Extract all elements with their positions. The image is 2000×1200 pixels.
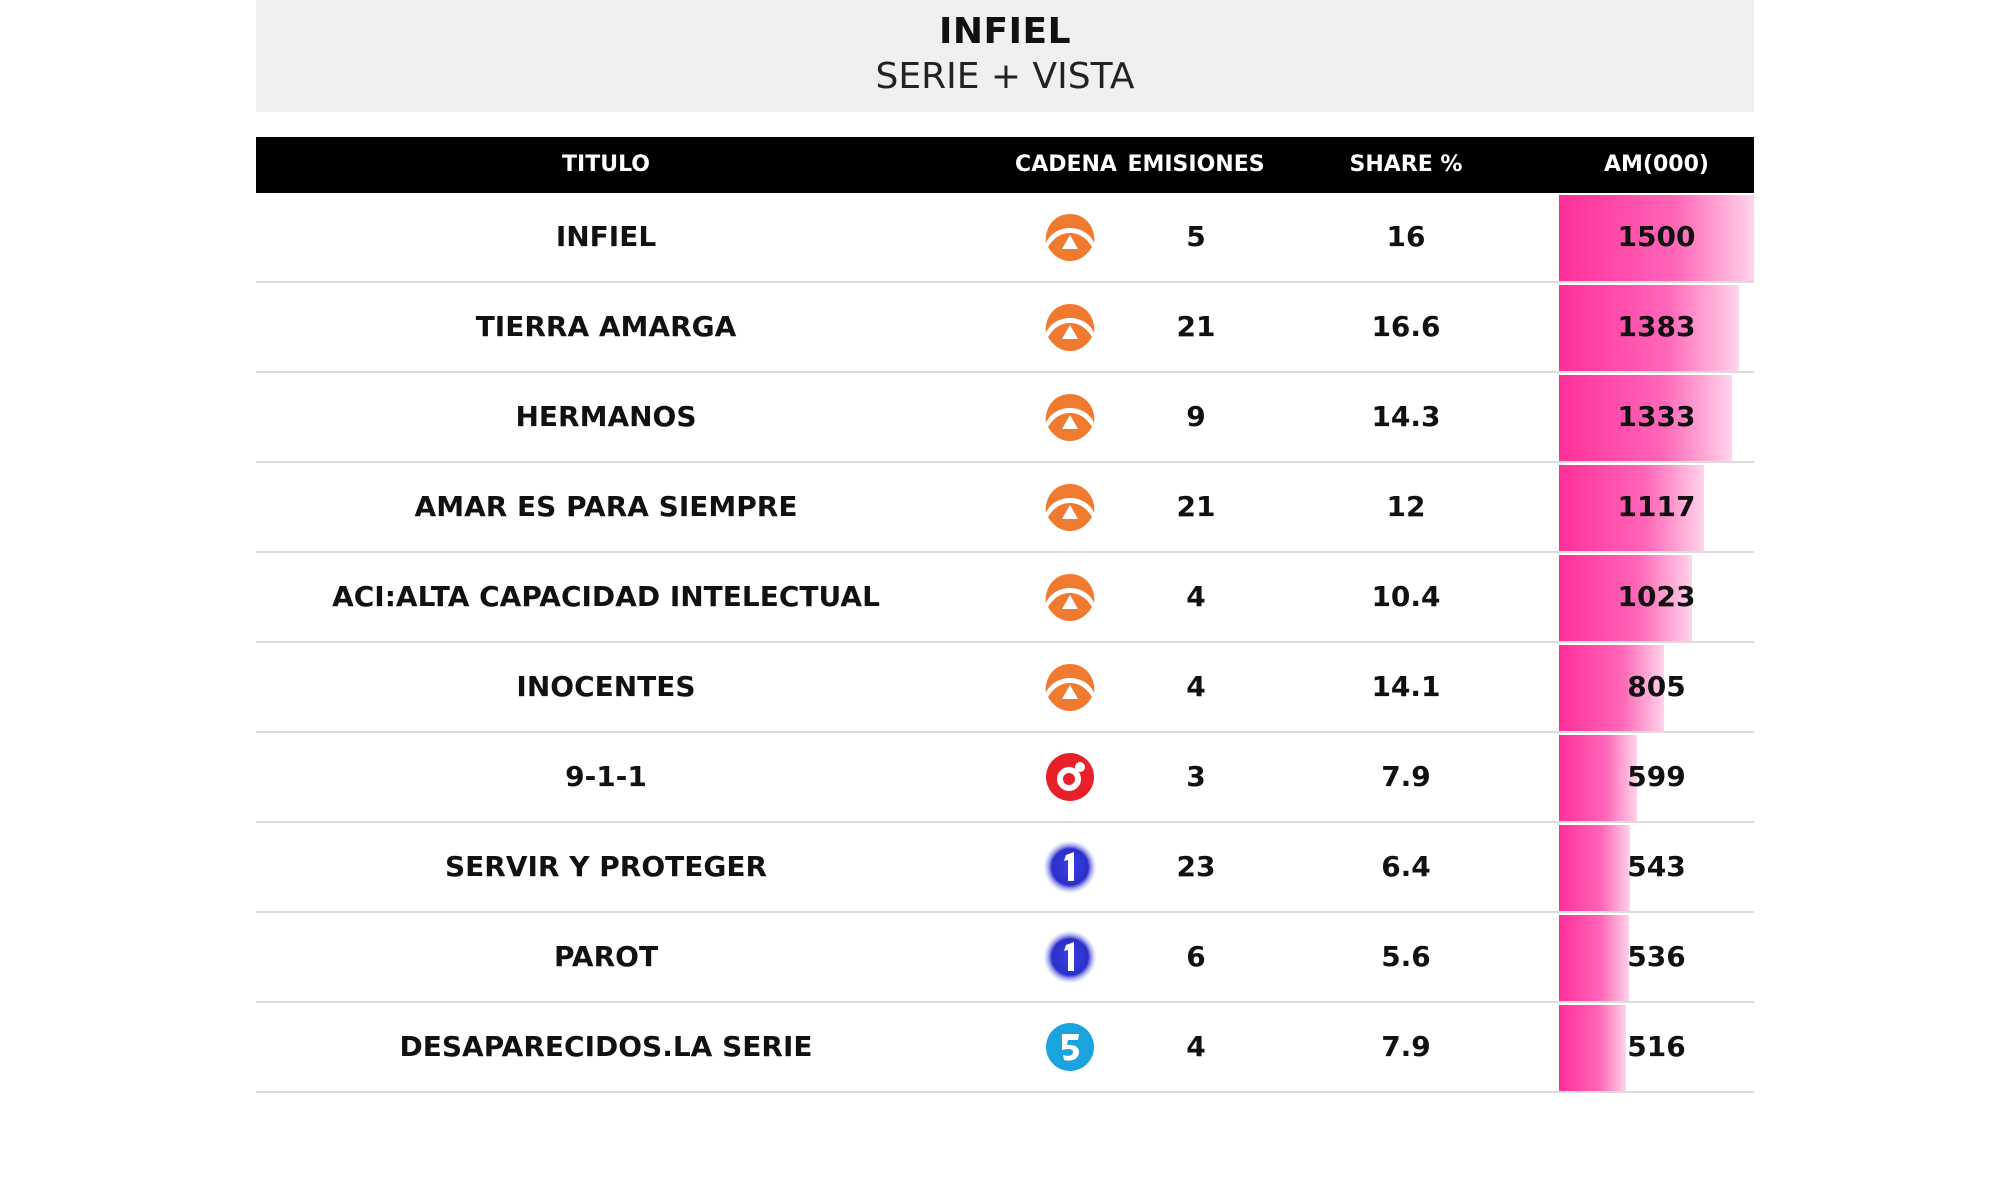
- cuatro-logo: [1042, 751, 1098, 803]
- chart-container: INFIEL SERIE + VISTA TITULO CADENA EMISI…: [256, 0, 1754, 1093]
- cell-emisiones: 21: [1176, 490, 1216, 523]
- am-bar: [1559, 825, 1630, 911]
- cell-emisiones: 4: [1186, 670, 1206, 703]
- cell-titulo: AMAR ES PARA SIEMPRE: [414, 490, 798, 523]
- header-am: AM(000): [1604, 152, 1709, 177]
- cell-am: 599: [1627, 760, 1686, 793]
- antena3-logo: [1042, 301, 1098, 353]
- table-row: 9-1-1 3 7.9 599: [256, 733, 1754, 823]
- cell-share: 5.6: [1381, 940, 1431, 973]
- cell-emisiones: 4: [1186, 1030, 1206, 1063]
- cell-titulo: 9-1-1: [565, 760, 647, 793]
- table-row: PAROT 6 5.6 536: [256, 913, 1754, 1003]
- am-bar: [1559, 195, 1754, 281]
- table-row: HERMANOS 9 14.3 1333: [256, 373, 1754, 463]
- cell-titulo: TIERRA AMARGA: [475, 310, 737, 343]
- cell-share: 7.9: [1381, 1030, 1431, 1063]
- chart-subtitle: SERIE + VISTA: [875, 56, 1135, 97]
- cell-am: 1117: [1617, 490, 1696, 523]
- table-row: INOCENTES 4 14.1 805: [256, 643, 1754, 733]
- header-cadena: CADENA: [1015, 152, 1117, 177]
- am-bar: [1559, 555, 1692, 641]
- am-bar: [1559, 465, 1704, 551]
- table-row: AMAR ES PARA SIEMPRE 21 12 1117: [256, 463, 1754, 553]
- header-share: SHARE %: [1349, 152, 1463, 177]
- la1-logo: [1042, 841, 1098, 893]
- am-bar: [1559, 735, 1637, 821]
- cell-emisiones: 21: [1176, 310, 1216, 343]
- title-box: INFIEL SERIE + VISTA: [256, 0, 1754, 112]
- cell-am: 516: [1627, 1030, 1686, 1063]
- cell-share: 7.9: [1381, 760, 1431, 793]
- cell-share: 16.6: [1371, 310, 1441, 343]
- antena3-logo: [1042, 481, 1098, 533]
- cell-am: 1023: [1617, 580, 1696, 613]
- table-header: TITULO CADENA EMISIONES SHARE % AM(000): [256, 137, 1754, 193]
- cell-am: 805: [1627, 670, 1686, 703]
- cell-am: 543: [1627, 850, 1686, 883]
- antena3-logo: [1042, 211, 1098, 263]
- cell-am: 1500: [1617, 220, 1696, 253]
- cell-titulo: SERVIR Y PROTEGER: [444, 850, 768, 883]
- cell-emisiones: 6: [1186, 940, 1206, 973]
- cell-share: 10.4: [1371, 580, 1441, 613]
- table-row: SERVIR Y PROTEGER 23 6.4 543: [256, 823, 1754, 913]
- cell-share: 14.1: [1371, 670, 1441, 703]
- cell-titulo: INOCENTES: [516, 670, 696, 703]
- antena3-logo: [1042, 661, 1098, 713]
- cell-emisiones: 4: [1186, 580, 1206, 613]
- table-body: INFIEL 5 16 1500 TIERRA AMARGA 21 16.6 1383 HERM…: [256, 193, 1754, 1093]
- cell-titulo: INFIEL: [555, 220, 657, 253]
- antena3-logo: [1042, 391, 1098, 443]
- am-bar: [1559, 915, 1629, 1001]
- am-bar: [1559, 645, 1664, 731]
- cell-titulo: HERMANOS: [515, 400, 697, 433]
- cell-am: 1333: [1617, 400, 1696, 433]
- table-row: DESAPARECIDOS.LA SERIE 4 7.9 516: [256, 1003, 1754, 1093]
- cell-emisiones: 5: [1186, 220, 1206, 253]
- cell-am: 536: [1627, 940, 1686, 973]
- am-bar: [1559, 1005, 1626, 1091]
- cell-titulo: PAROT: [553, 940, 659, 973]
- table-row: INFIEL 5 16 1500: [256, 193, 1754, 283]
- cell-am: 1383: [1617, 310, 1696, 343]
- cell-share: 12: [1386, 490, 1426, 523]
- cell-share: 14.3: [1371, 400, 1441, 433]
- la1-logo: [1042, 931, 1098, 983]
- chart-title: INFIEL: [938, 11, 1072, 52]
- cell-emisiones: 3: [1186, 760, 1206, 793]
- cell-titulo: DESAPARECIDOS.LA SERIE: [399, 1030, 813, 1063]
- table-row: TIERRA AMARGA 21 16.6 1383: [256, 283, 1754, 373]
- cell-share: 16: [1386, 220, 1426, 253]
- cell-emisiones: 9: [1186, 400, 1206, 433]
- header-emisiones: EMISIONES: [1127, 152, 1265, 177]
- cell-emisiones: 23: [1176, 850, 1216, 883]
- am-bar: [1559, 285, 1739, 371]
- table-row: ACI:ALTA CAPACIDAD INTELECTUAL 4 10.4 1023: [256, 553, 1754, 643]
- header-titulo: TITULO: [562, 152, 650, 177]
- cell-titulo: ACI:ALTA CAPACIDAD INTELECTUAL: [332, 580, 880, 613]
- antena3-logo: [1042, 571, 1098, 623]
- am-bar: [1559, 375, 1732, 461]
- telecinco-logo: [1042, 1021, 1098, 1073]
- cell-share: 6.4: [1381, 850, 1431, 883]
